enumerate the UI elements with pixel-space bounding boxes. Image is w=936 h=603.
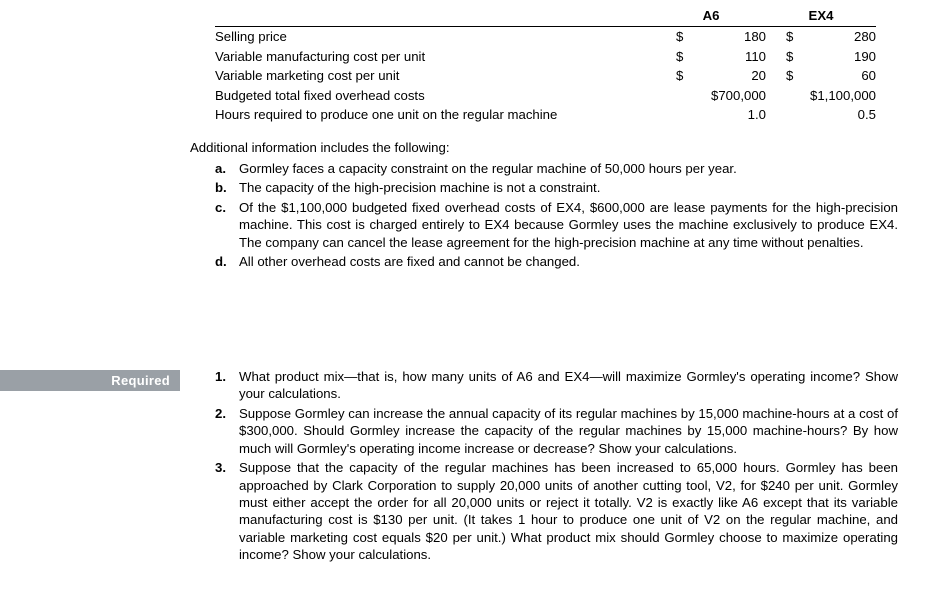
row-label: Variable marketing cost per unit	[215, 66, 656, 85]
additional-info-section: Additional information includes the foll…	[190, 139, 898, 271]
additional-item: b.The capacity of the high-precision mac…	[215, 179, 898, 196]
item-marker: 1.	[215, 368, 239, 403]
item-marker: c.	[215, 199, 239, 251]
table-row: Variable marketing cost per unit$20$60	[215, 66, 876, 85]
cell-a6: $110	[656, 47, 766, 66]
item-marker: 3.	[215, 459, 239, 564]
table-header-row: A6 EX4	[215, 6, 876, 27]
cost-table: A6 EX4 Selling price$180$280Variable man…	[215, 6, 876, 125]
cell-ex4: $190	[766, 47, 876, 66]
col-header-a6: A6	[656, 6, 766, 27]
required-item: 3.Suppose that the capacity of the regul…	[215, 459, 898, 564]
cell-a6: $700,000	[656, 86, 766, 105]
additional-item: d.All other overhead costs are fixed and…	[215, 253, 898, 270]
table-row: Selling price$180$280	[215, 27, 876, 47]
item-text: Gormley faces a capacity constraint on t…	[239, 160, 898, 177]
required-item: 2.Suppose Gormley can increase the annua…	[215, 405, 898, 457]
required-label: Required	[0, 370, 180, 391]
item-marker: 2.	[215, 405, 239, 457]
row-label: Selling price	[215, 27, 656, 47]
item-marker: a.	[215, 160, 239, 177]
table-row: Variable manufacturing cost per unit$110…	[215, 47, 876, 66]
cell-ex4: $1,100,000	[766, 86, 876, 105]
additional-lead: Additional information includes the foll…	[190, 139, 898, 156]
item-text: All other overhead costs are fixed and c…	[239, 253, 898, 270]
cell-ex4: $280	[766, 27, 876, 47]
table-row: Hours required to produce one unit on th…	[215, 105, 876, 124]
row-label: Hours required to produce one unit on th…	[215, 105, 656, 124]
required-section: 1.What product mix—that is, how many uni…	[215, 368, 898, 566]
additional-item: c.Of the $1,100,000 budgeted fixed overh…	[215, 199, 898, 251]
additional-item: a.Gormley faces a capacity constraint on…	[215, 160, 898, 177]
blank-header	[215, 6, 656, 27]
cell-ex4: $60	[766, 66, 876, 85]
item-text: Suppose Gormley can increase the annual …	[239, 405, 898, 457]
col-header-ex4: EX4	[766, 6, 876, 27]
data-table-region: A6 EX4 Selling price$180$280Variable man…	[215, 0, 876, 125]
row-label: Budgeted total fixed overhead costs	[215, 86, 656, 105]
item-text: Of the $1,100,000 budgeted fixed overhea…	[239, 199, 898, 251]
required-item: 1.What product mix—that is, how many uni…	[215, 368, 898, 403]
item-text: The capacity of the high-precision machi…	[239, 179, 898, 196]
item-marker: b.	[215, 179, 239, 196]
row-label: Variable manufacturing cost per unit	[215, 47, 656, 66]
item-text: What product mix—that is, how many units…	[239, 368, 898, 403]
page: A6 EX4 Selling price$180$280Variable man…	[0, 0, 936, 603]
cell-ex4: 0.5	[766, 105, 876, 124]
table-row: Budgeted total fixed overhead costs$700,…	[215, 86, 876, 105]
item-text: Suppose that the capacity of the regular…	[239, 459, 898, 564]
cell-a6: 1.0	[656, 105, 766, 124]
cell-a6: $180	[656, 27, 766, 47]
cell-a6: $20	[656, 66, 766, 85]
item-marker: d.	[215, 253, 239, 270]
required-list: 1.What product mix—that is, how many uni…	[215, 368, 898, 564]
additional-list: a.Gormley faces a capacity constraint on…	[215, 160, 898, 271]
